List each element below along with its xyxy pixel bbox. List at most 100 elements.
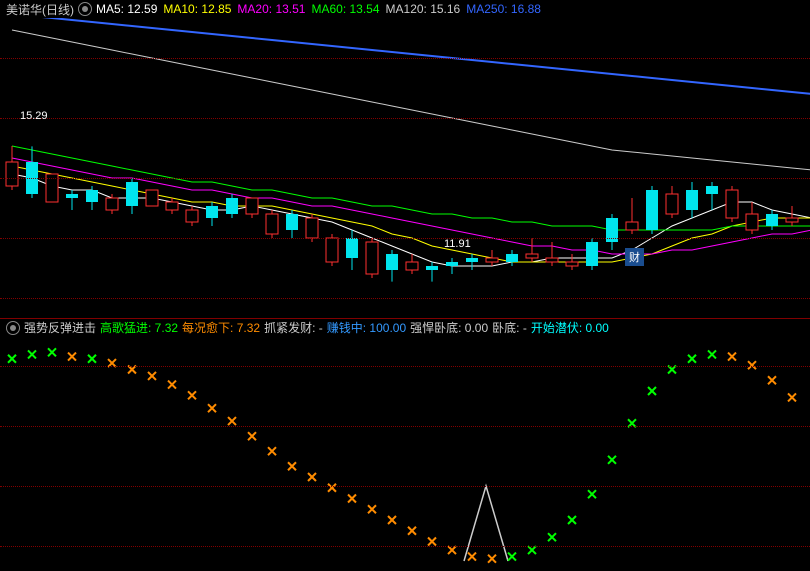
ma-label: MA5: 12.59 bbox=[96, 2, 157, 16]
x-marker bbox=[48, 348, 56, 356]
x-marker bbox=[328, 484, 336, 492]
candle-body bbox=[6, 162, 18, 186]
ma-label: MA120: 15.16 bbox=[386, 2, 461, 16]
x-marker bbox=[308, 473, 316, 481]
candle-body bbox=[86, 190, 98, 202]
x-marker bbox=[448, 546, 456, 554]
cai-badge: 财 bbox=[625, 248, 644, 266]
candle-body bbox=[726, 190, 738, 218]
main-price-chart[interactable]: 15.29 11.91 财 bbox=[0, 18, 810, 318]
indicator-labels: 强势反弹进击高歌猛进: 7.32每况愈下: 7.32抓紧发财: -赚钱中: 10… bbox=[24, 319, 613, 336]
visibility-icon[interactable] bbox=[78, 2, 92, 16]
x-marker bbox=[708, 350, 716, 358]
candle-body bbox=[306, 218, 318, 238]
gridline bbox=[0, 58, 810, 59]
candle-body bbox=[366, 242, 378, 274]
indicator-label: 卧底: - bbox=[492, 321, 527, 335]
x-marker bbox=[348, 495, 356, 503]
x-marker bbox=[608, 456, 616, 464]
gridline bbox=[0, 366, 810, 367]
candle-body bbox=[526, 254, 538, 258]
candle-body bbox=[166, 202, 178, 210]
x-marker bbox=[488, 555, 496, 563]
candle-body bbox=[126, 182, 138, 206]
candle-body bbox=[226, 198, 238, 214]
candle-body bbox=[206, 206, 218, 218]
price-label: 11.91 bbox=[444, 238, 471, 250]
x-marker bbox=[208, 404, 216, 412]
candle-body bbox=[146, 190, 158, 206]
candle-body bbox=[466, 258, 478, 262]
gridline bbox=[0, 486, 810, 487]
x-marker bbox=[548, 533, 556, 541]
candle-body bbox=[106, 198, 118, 210]
indicator-label: 强悍卧底: 0.00 bbox=[410, 321, 488, 335]
triangle-marker bbox=[464, 486, 508, 561]
indicator-label: 强势反弹进击 bbox=[24, 321, 96, 335]
x-marker bbox=[368, 505, 376, 513]
ma-label: MA60: 13.54 bbox=[311, 2, 379, 16]
indicator-chart[interactable] bbox=[0, 336, 810, 571]
candle-body bbox=[486, 258, 498, 262]
x-marker bbox=[768, 376, 776, 384]
x-marker bbox=[588, 490, 596, 498]
candle-body bbox=[446, 262, 458, 266]
candle-body bbox=[346, 238, 358, 258]
x-marker bbox=[28, 350, 36, 358]
x-marker bbox=[288, 462, 296, 470]
x-marker bbox=[88, 355, 96, 363]
x-marker bbox=[188, 391, 196, 399]
candle-body bbox=[586, 242, 598, 266]
x-marker bbox=[688, 355, 696, 363]
indicator-label: 抓紧发财: - bbox=[264, 321, 323, 335]
x-marker bbox=[568, 516, 576, 524]
candle-body bbox=[566, 262, 578, 266]
x-marker bbox=[8, 355, 16, 363]
x-marker bbox=[528, 546, 536, 554]
x-marker bbox=[788, 393, 796, 401]
visibility-icon[interactable] bbox=[6, 321, 20, 335]
candle-body bbox=[266, 214, 278, 234]
gridline bbox=[0, 178, 810, 179]
candle-body bbox=[426, 266, 438, 270]
x-marker bbox=[268, 447, 276, 455]
x-marker bbox=[508, 553, 516, 561]
candle-body bbox=[746, 214, 758, 230]
main-header: 美诺华(日线) MA5: 12.59MA10: 12.85MA20: 13.51… bbox=[0, 0, 810, 18]
main-chart-svg bbox=[0, 18, 810, 318]
ma-label: MA20: 13.51 bbox=[237, 2, 305, 16]
x-marker bbox=[468, 553, 476, 561]
candle-body bbox=[666, 194, 678, 214]
x-marker bbox=[408, 527, 416, 535]
indicator-label: 高歌猛进: 7.32 bbox=[100, 321, 178, 335]
ma-label: MA250: 16.88 bbox=[466, 2, 541, 16]
x-marker bbox=[248, 432, 256, 440]
candle-body bbox=[646, 190, 658, 230]
gridline bbox=[0, 546, 810, 547]
indicator-label: 开始潜伏: 0.00 bbox=[531, 321, 609, 335]
x-marker bbox=[428, 538, 436, 546]
candle-body bbox=[406, 262, 418, 270]
candle-body bbox=[706, 186, 718, 194]
stock-chart-container: 美诺华(日线) MA5: 12.59MA10: 12.85MA20: 13.51… bbox=[0, 0, 810, 571]
price-label: 15.29 bbox=[20, 110, 48, 122]
x-marker bbox=[228, 417, 236, 425]
x-marker bbox=[728, 353, 736, 361]
gridline bbox=[0, 118, 810, 119]
indicator-label: 每况愈下: 7.32 bbox=[182, 321, 260, 335]
candle-body bbox=[546, 258, 558, 262]
stock-title: 美诺华(日线) bbox=[6, 1, 74, 18]
x-marker bbox=[148, 372, 156, 380]
ma-line bbox=[12, 18, 810, 94]
candle-body bbox=[686, 190, 698, 210]
sub-chart-svg bbox=[0, 336, 810, 571]
candle-body bbox=[786, 218, 798, 222]
gridline bbox=[0, 426, 810, 427]
x-marker bbox=[168, 381, 176, 389]
candle-body bbox=[186, 210, 198, 222]
candle-body bbox=[246, 198, 258, 214]
candle-body bbox=[626, 222, 638, 230]
candle-body bbox=[66, 194, 78, 198]
indicator-header: 强势反弹进击高歌猛进: 7.32每况愈下: 7.32抓紧发财: -赚钱中: 10… bbox=[0, 318, 810, 336]
ma-indicator-labels: MA5: 12.59MA10: 12.85MA20: 13.51MA60: 13… bbox=[96, 2, 547, 16]
